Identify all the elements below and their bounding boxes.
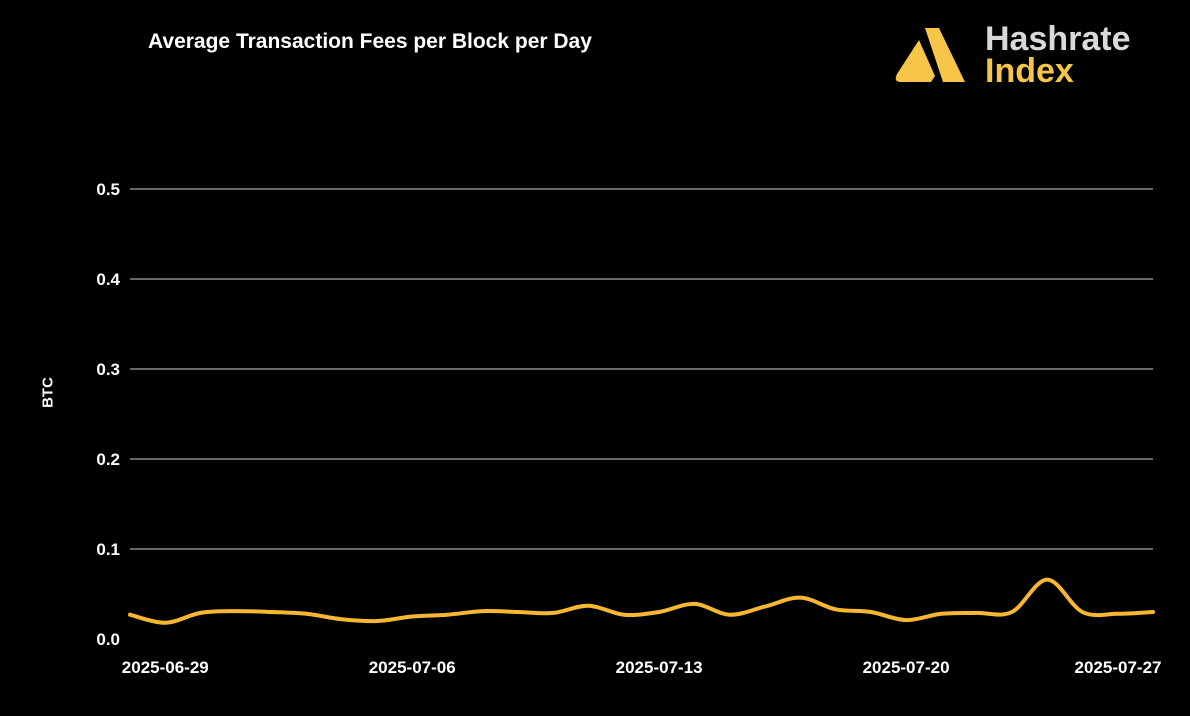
x-tick-label: 2025-07-13 (616, 658, 703, 677)
x-tick-label: 2025-07-27 (1075, 658, 1162, 677)
y-tick-labels: 0.0 0.1 0.2 0.3 0.4 0.5 (96, 180, 120, 649)
brand-logo: Hashrate Index (895, 22, 1165, 88)
y-tick-label: 0.4 (96, 270, 120, 289)
x-tick-label: 2025-06-29 (122, 658, 209, 677)
y-tick-label: 0.0 (96, 630, 120, 649)
gridlines (130, 188, 1153, 550)
x-tick-label: 2025-07-06 (369, 658, 456, 677)
y-tick-label: 0.5 (96, 180, 120, 199)
y-tick-label: 0.1 (96, 540, 120, 559)
chart-title: Average Transaction Fees per Block per D… (148, 30, 592, 53)
brand-name-index: Index (985, 52, 1074, 90)
hashrate-index-logo-icon (895, 28, 965, 82)
series-line (128, 577, 1155, 625)
y-tick-label: 0.3 (96, 360, 120, 379)
x-tick-label: 2025-07-20 (863, 658, 950, 677)
y-tick-label: 0.2 (96, 450, 120, 469)
brand-name-hashrate: Hashrate (985, 20, 1131, 58)
x-tick-labels: 2025-06-29 2025-07-06 2025-07-13 2025-07-20… (122, 658, 1162, 677)
series-layer (128, 577, 1155, 625)
